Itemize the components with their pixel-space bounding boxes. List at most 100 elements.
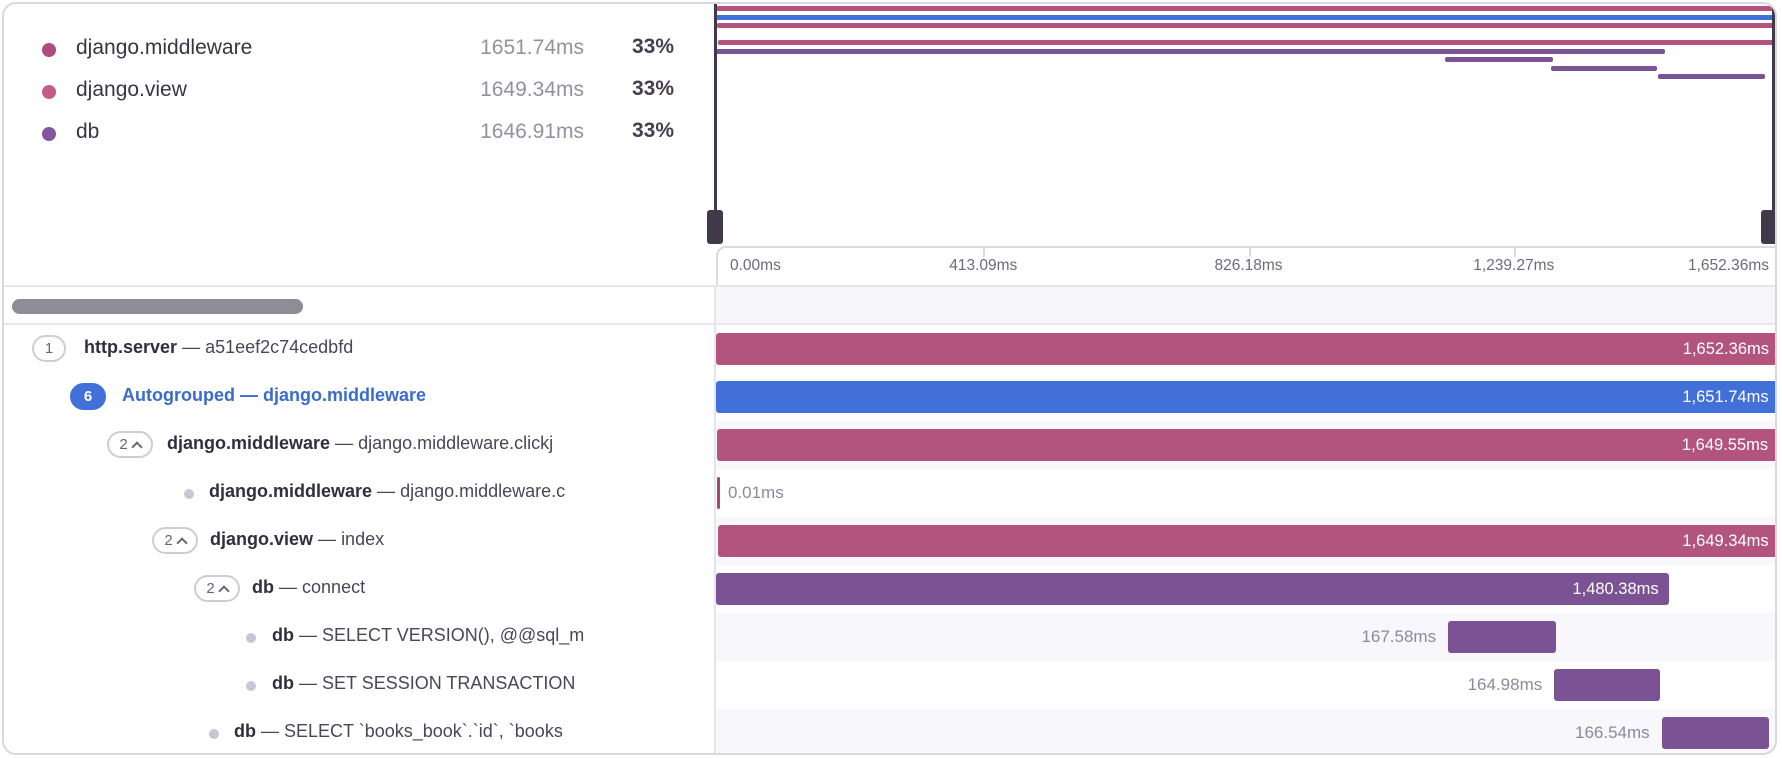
span-tree-cell: django.middleware — django.middleware.c (4, 469, 714, 517)
span-bar-cell[interactable]: 167.58ms (716, 613, 1775, 661)
minimap-span-bar (1445, 57, 1553, 63)
chevron-up-icon (176, 536, 188, 549)
span-row-db-connect[interactable]: 1,480.38ms 2 db — connect (4, 565, 1775, 613)
tree-waterfall-divider[interactable] (714, 287, 716, 753)
span-duration-bar[interactable]: 1,649.55ms (716, 429, 1775, 461)
span-bar-cell[interactable]: 0.01ms (716, 469, 1775, 517)
span-tree-cell: 2 django.middleware — django.middleware.… (4, 421, 714, 469)
db-color-dot (42, 127, 56, 141)
span-bar-cell[interactable]: 164.98ms (716, 661, 1775, 709)
horizontal-scrollbar-thumb[interactable] (12, 299, 303, 314)
minimap-right-handle-line[interactable] (1772, 4, 1775, 210)
leaf-dot (246, 680, 256, 691)
span-bar-cell[interactable]: 1,649.55ms (716, 421, 1775, 469)
span-row-db-set-session[interactable]: 164.98ms db — SET SESSION TRANSACTION (4, 661, 1775, 709)
span-row-django-view[interactable]: 1,649.34ms 2 django.view — index (4, 517, 1775, 565)
span-row-autogrouped[interactable]: 1,651.74ms 6 Autogrouped — django.middle… (4, 373, 1775, 421)
span-title: db — connect (252, 577, 366, 597)
span-duration-bar[interactable] (716, 477, 720, 509)
span-duration-label: 1,652.36ms (1682, 340, 1769, 358)
span-duration-bar[interactable] (1554, 669, 1661, 701)
span-row-middleware-clickjacking[interactable]: 1,649.55ms 2 django.middleware — django.… (4, 421, 1775, 469)
autogroup-count-badge[interactable]: 6 (70, 383, 106, 410)
minimap-left-handle-line[interactable] (714, 4, 717, 210)
minimap-span-bar (716, 14, 1775, 20)
span-title: http.server — a51eef2c74cedbfd (84, 337, 354, 357)
span-tree-cell: 6 Autogrouped — django.middleware (4, 373, 714, 421)
span-bar-cell[interactable]: 1,652.36ms (716, 325, 1775, 373)
span-row-http-server[interactable]: 1,652.36ms 1 http.server — a51eef2c74ced… (4, 325, 1775, 373)
axis-label-100: 1,652.36ms (1688, 257, 1769, 274)
span-tree-cell: db — SELECT `books_book`.`id`, `books (4, 709, 714, 753)
span-duration-bar[interactable] (1661, 717, 1769, 749)
span-title: db — SELECT `books_book`.`id`, `books (234, 721, 563, 741)
axis-tick (1248, 248, 1251, 257)
legend-row-middleware: django.middleware 1651.74ms 33% (4, 29, 714, 71)
axis-label-0: 0.00ms (730, 257, 781, 274)
leaf-dot (246, 632, 256, 643)
minimap-span-bar (1551, 65, 1657, 71)
expand-collapse-badge[interactable]: 2 (194, 575, 240, 602)
span-bar-cell[interactable]: 1,649.34ms (716, 517, 1775, 565)
span-bar-cell[interactable]: 1,651.74ms (716, 373, 1775, 421)
section-divider (4, 285, 1775, 287)
span-title: django.view — index (210, 529, 385, 549)
minimap-span-bar (717, 40, 1775, 46)
minimap-span-bar (716, 48, 1666, 54)
trace-minimap[interactable] (716, 4, 1775, 210)
tree-scrollbar-track (4, 287, 1775, 325)
span-duration-label: 166.54ms (1575, 723, 1650, 742)
span-bar-cell[interactable]: 166.54ms (716, 709, 1775, 753)
axis-tick (1513, 248, 1516, 257)
span-bar-cell[interactable]: 1,480.38ms (716, 565, 1775, 613)
span-duration-label: 164.98ms (1467, 675, 1543, 694)
time-axis: 0.00ms 413.09ms 826.18ms 1,239.27ms 1,65… (716, 246, 1775, 285)
span-title: django.middleware — django.middleware.cl… (167, 433, 554, 453)
legend-op-label: django.view (76, 78, 187, 101)
legend-row-view: django.view 1649.34ms 33% (4, 71, 714, 113)
ops-breakdown-legend: django.middleware 1651.74ms 33% django.v… (4, 4, 714, 284)
minimap-left-handle-grip[interactable] (707, 210, 723, 244)
span-duration-bar[interactable]: 1,652.36ms (716, 333, 1775, 365)
chevron-up-icon (131, 440, 143, 453)
minimap-right-handle-grip[interactable] (1761, 210, 1775, 244)
span-duration-bar[interactable]: 1,480.38ms (716, 573, 1669, 605)
span-duration-label: 1,651.74ms (1682, 388, 1769, 406)
span-duration-bar[interactable]: 1,651.74ms (716, 381, 1775, 413)
legend-op-label: django.middleware (76, 36, 253, 59)
leaf-dot (209, 728, 219, 739)
span-duration-bar[interactable] (1448, 621, 1556, 653)
span-tree-cell: 1 http.server — a51eef2c74cedbfd (4, 325, 714, 373)
expand-collapse-badge[interactable]: 2 (152, 527, 198, 554)
span-duration-bar[interactable]: 1,649.34ms (717, 525, 1775, 557)
leaf-dot (184, 488, 194, 499)
middleware-color-dot (42, 43, 56, 57)
span-duration-label: 1,480.38ms (1572, 580, 1659, 598)
axis-label-50: 826.18ms (1214, 257, 1283, 274)
span-duration-label: 0.01ms (727, 483, 784, 502)
axis-label-25: 413.09ms (949, 257, 1018, 274)
child-count-badge[interactable]: 1 (32, 335, 66, 362)
scrollbar-row-right-bg (716, 287, 1775, 323)
span-tree-cell: 2 django.view — index (4, 517, 714, 565)
legend-row-db: db 1646.91ms 33% (4, 113, 714, 155)
legend-op-percent: 33% (631, 119, 674, 142)
chevron-up-icon (218, 584, 230, 597)
span-row-db-select-version[interactable]: 167.58ms db — SELECT VERSION(), @@sql_m (4, 613, 1775, 661)
span-duration-label: 1,649.55ms (1681, 436, 1769, 454)
legend-op-duration: 1651.74ms (480, 36, 584, 59)
span-title: db — SELECT VERSION(), @@sql_m (272, 625, 585, 645)
span-duration-label: 1,649.34ms (1682, 532, 1769, 550)
span-title: db — SET SESSION TRANSACTION (272, 673, 576, 693)
legend-op-duration: 1646.91ms (480, 120, 584, 143)
expand-collapse-badge[interactable]: 2 (107, 431, 153, 458)
legend-op-percent: 33% (631, 77, 674, 100)
span-row-middleware-leaf[interactable]: 0.01ms django.middleware — django.middle… (4, 469, 1775, 517)
span-tree-cell: 2 db — connect (4, 565, 714, 613)
legend-op-percent: 33% (631, 35, 674, 58)
span-title: Autogrouped — django.middleware (122, 385, 427, 405)
minimap-span-bar (716, 23, 1775, 29)
span-row-db-select-books[interactable]: 166.54ms db — SELECT `books_book`.`id`, … (4, 709, 1775, 753)
span-duration-label: 167.58ms (1361, 627, 1437, 646)
